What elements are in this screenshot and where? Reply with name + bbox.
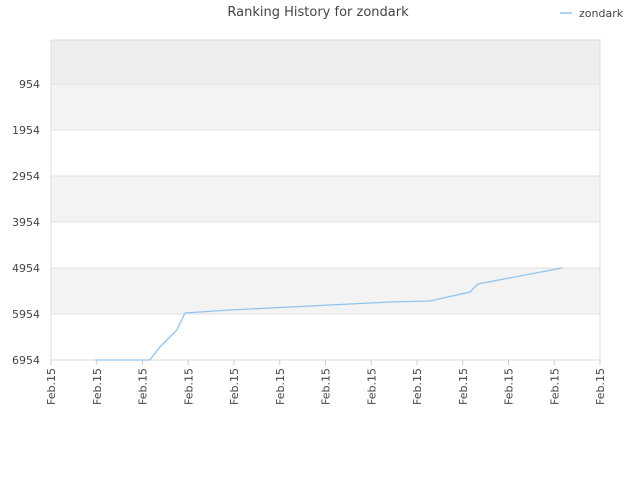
line <box>94 267 563 361</box>
x-tick-label: Feb.15 <box>182 368 195 405</box>
x-tick-label: Feb.15 <box>594 368 607 405</box>
band <box>51 267 600 314</box>
band <box>51 221 600 268</box>
x-tick-label: Feb.15 <box>548 368 561 405</box>
y-tick-label: 5954 <box>12 308 40 321</box>
legend-label: zondark <box>579 7 624 20</box>
band <box>51 313 600 360</box>
band <box>51 40 600 84</box>
x-tick-label: Feb.15 <box>137 368 150 405</box>
x-tick-label: Feb.15 <box>365 368 378 405</box>
y-tick-label: 2954 <box>12 170 40 183</box>
x-tick-label: Feb.15 <box>274 368 287 405</box>
band <box>51 175 600 222</box>
band <box>51 83 600 130</box>
chart-title: Ranking History for zondark <box>227 5 409 20</box>
y-tick-label: 4954 <box>12 262 40 275</box>
x-tick-label: Feb.15 <box>457 368 470 405</box>
y-tick-label: 3954 <box>12 216 40 229</box>
y-tick-label: 1954 <box>12 124 40 137</box>
y-tick-label: 6954 <box>12 354 40 367</box>
band <box>51 129 600 176</box>
x-tick-label: Feb.15 <box>45 368 58 405</box>
x-tick-label: Feb.15 <box>503 368 516 405</box>
x-tick-label: Feb.15 <box>91 368 104 405</box>
x-tick-label: Feb.15 <box>411 368 424 405</box>
x-tick-label: Feb.15 <box>228 368 241 405</box>
x-tick-label: Feb.15 <box>320 368 333 405</box>
y-tick-label: 954 <box>19 78 40 91</box>
